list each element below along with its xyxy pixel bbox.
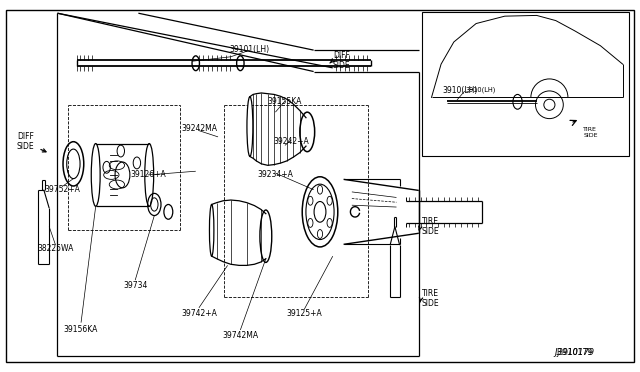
Ellipse shape: [164, 205, 173, 219]
Text: 39742MA: 39742MA: [222, 331, 259, 340]
Ellipse shape: [92, 144, 100, 206]
Text: J3910179: J3910179: [555, 349, 595, 357]
Bar: [422, 13, 629, 157]
Text: 39234+A: 39234+A: [257, 170, 293, 179]
Text: 39242+A: 39242+A: [273, 137, 309, 146]
Text: 39126+A: 39126+A: [130, 170, 166, 179]
Text: 38225WA: 38225WA: [37, 244, 74, 253]
Text: 39125+A: 39125+A: [286, 309, 322, 318]
Text: 39734: 39734: [123, 281, 147, 290]
Text: 39156KA: 39156KA: [64, 326, 98, 334]
Text: TIRE
SIDE: TIRE SIDE: [422, 289, 440, 308]
Text: 3910(LH): 3910(LH): [442, 86, 478, 94]
Text: DIFF
SIDE: DIFF SIDE: [333, 51, 350, 70]
Ellipse shape: [247, 97, 253, 157]
Text: 39752+A: 39752+A: [44, 185, 80, 194]
Text: 39101(LH): 39101(LH): [230, 45, 270, 54]
Text: DIFF
SIDE: DIFF SIDE: [17, 132, 35, 151]
Text: TIRE
SIDE: TIRE SIDE: [583, 127, 598, 138]
Text: 39155KA: 39155KA: [268, 97, 302, 106]
Text: J3910179: J3910179: [557, 348, 593, 357]
Text: 39242MA: 39242MA: [181, 124, 217, 133]
Text: 39742+A: 39742+A: [181, 309, 217, 318]
Text: TIRE
SIDE: TIRE SIDE: [422, 217, 440, 236]
Ellipse shape: [209, 205, 214, 256]
Text: 3910(LH): 3910(LH): [465, 87, 495, 93]
